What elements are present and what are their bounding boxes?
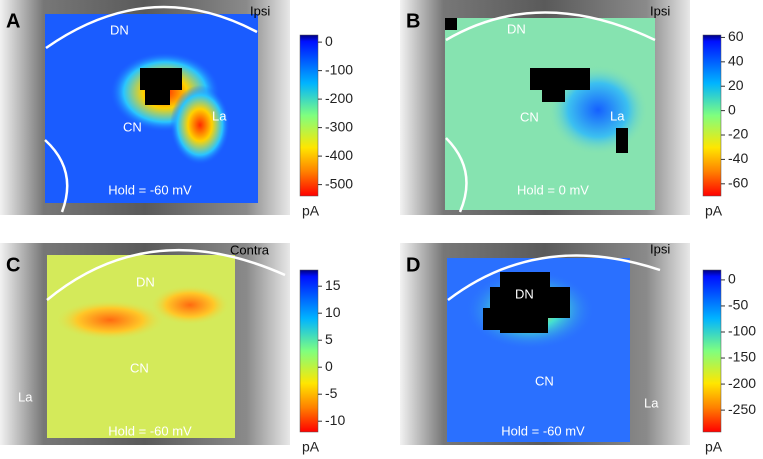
- colorbar-unit: pA: [705, 203, 723, 219]
- colorbar: [299, 269, 319, 433]
- heatmap: [47, 255, 235, 438]
- panel-a: A Ipsi DN CN La Hold = -60 mV: [0, 0, 290, 215]
- hold-label: Hold = -60 mV: [108, 423, 192, 438]
- colorbar-tick-label: 40: [728, 53, 744, 69]
- colorbar-tick-label: -20: [728, 126, 748, 142]
- outline: [445, 11, 656, 213]
- region-label: CN: [535, 373, 554, 388]
- occluded: [616, 128, 628, 153]
- panel-letter: A: [6, 10, 20, 32]
- colorbar-tick-label: 0: [728, 271, 736, 287]
- region-label: DN: [110, 22, 129, 37]
- region-label: La: [644, 395, 659, 410]
- colorbar-tick-label: -250: [728, 401, 756, 417]
- colorbar-tick-label: 5: [325, 331, 333, 347]
- region-label: La: [610, 108, 625, 123]
- side-label: Ipsi: [650, 241, 670, 256]
- side-label: Contra: [230, 242, 270, 257]
- colorbar-unit: pA: [705, 439, 723, 455]
- colorbar-unit: pA: [302, 439, 320, 455]
- colorbar-tick-label: -40: [728, 150, 748, 166]
- panel-letter: D: [406, 254, 420, 276]
- hotspot: [150, 285, 230, 325]
- hold-label: Hold = -60 mV: [108, 182, 192, 197]
- colorbar-tick-label: 60: [728, 28, 744, 44]
- hold-label: Hold = 0 mV: [517, 182, 589, 197]
- colorbar: [702, 34, 722, 197]
- colorbar-tick-label: 15: [325, 277, 341, 293]
- outline: [46, 248, 286, 301]
- region-label: La: [212, 108, 227, 123]
- colorbar-tick-label: 10: [325, 304, 341, 320]
- side-label: Ipsi: [650, 3, 670, 18]
- side-label: Ipsi: [250, 3, 270, 18]
- colorbar-tick-label: 0: [325, 358, 333, 374]
- colorbar-tick-label: -200: [728, 375, 756, 391]
- hold-label: Hold = -60 mV: [501, 423, 585, 438]
- colorbar: [702, 269, 722, 433]
- region-label: La: [18, 389, 33, 404]
- panel-d: D Ipsi DN CN La Hold = -60 mV: [400, 241, 690, 445]
- colorbar-tick-label: -50: [728, 297, 748, 313]
- panel-letter: B: [406, 10, 420, 32]
- colorbar-tick-label: -100: [325, 61, 353, 77]
- colorbar-tick-label: 20: [728, 77, 744, 93]
- hotspot: [170, 85, 230, 165]
- colorbar-unit: pA: [302, 203, 320, 219]
- region-label: DN: [507, 21, 526, 36]
- colorbar-tick-label: 0: [325, 33, 333, 49]
- panel-letter: C: [6, 254, 20, 276]
- colorbar: [299, 34, 319, 197]
- colorbar-tick-label: -300: [325, 118, 353, 134]
- region-label: DN: [515, 286, 534, 301]
- colorbar-tick-label: 0: [728, 101, 736, 117]
- colorbar-tick-label: -5: [325, 385, 338, 401]
- region-label: CN: [520, 109, 539, 124]
- hotspot: [55, 300, 165, 340]
- occluded: [140, 68, 182, 105]
- colorbar-tick-label: -10: [325, 412, 345, 428]
- colorbar-tick-label: -400: [325, 147, 353, 163]
- occluded: [530, 68, 590, 102]
- region-label: DN: [136, 274, 155, 289]
- panel-b: B Ipsi DN CN La Hold = 0 mV: [400, 0, 690, 215]
- occluded: [483, 272, 570, 333]
- region-label: CN: [130, 360, 149, 375]
- colorbar-tick-label: -200: [325, 90, 353, 106]
- panel-c: C Contra DN CN La Hold = -60 mV: [0, 242, 290, 445]
- colorbar-tick-label: -500: [325, 175, 353, 191]
- occluded: [445, 18, 457, 30]
- colorbar-tick-label: -150: [728, 349, 756, 365]
- outline: [447, 254, 661, 301]
- outline: [44, 5, 258, 213]
- region-label: CN: [123, 119, 142, 134]
- colorbar-tick-label: -100: [728, 323, 756, 339]
- colorbar-tick-label: -60: [728, 175, 748, 191]
